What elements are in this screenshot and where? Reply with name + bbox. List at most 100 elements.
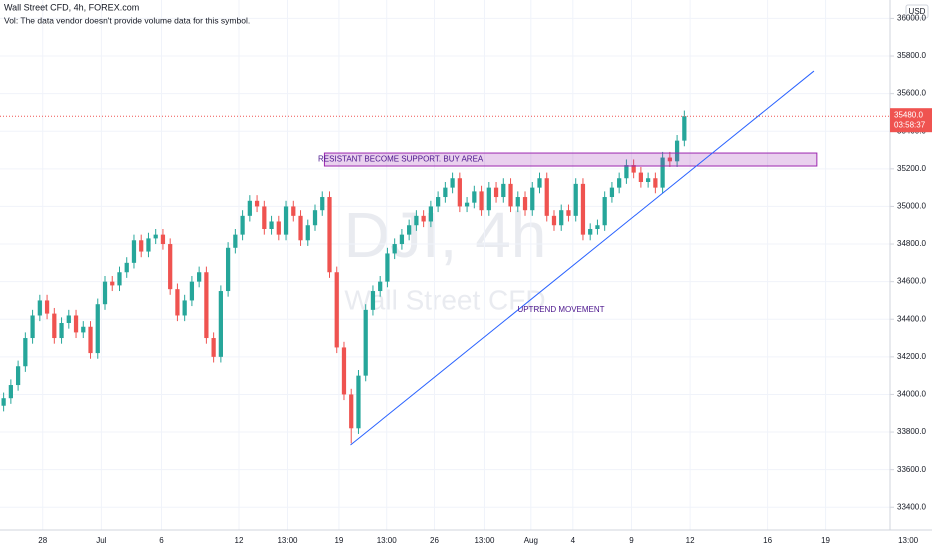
trend-line bbox=[350, 70, 815, 446]
x-tick-label: Aug bbox=[524, 536, 538, 545]
last-price-label: 35480.0 bbox=[894, 110, 923, 119]
zone-label: RESISTANT BECOME SUPPORT. BUY AREA bbox=[318, 155, 484, 164]
y-tick-label: 33400.0 bbox=[897, 502, 926, 511]
candle-body bbox=[1, 398, 6, 406]
candle-body bbox=[435, 197, 441, 207]
candle-body bbox=[233, 234, 238, 248]
y-tick-label: 34800.0 bbox=[897, 239, 926, 248]
candle-body bbox=[588, 228, 593, 235]
candle-body bbox=[204, 272, 209, 339]
last-price-badge bbox=[890, 108, 932, 133]
candle-body bbox=[146, 238, 151, 252]
candle-body bbox=[131, 240, 137, 263]
x-tick-label: 26 bbox=[430, 536, 439, 545]
candle-body bbox=[37, 300, 42, 316]
x-tick-label: 16 bbox=[763, 536, 772, 545]
trend-label: UPTREND MOVEMENT bbox=[517, 305, 604, 314]
candle-body bbox=[341, 347, 347, 395]
candle-body bbox=[363, 309, 368, 376]
candle-body bbox=[566, 210, 571, 216]
candle-body bbox=[551, 215, 557, 226]
candle-body bbox=[283, 206, 289, 235]
candle-body bbox=[66, 315, 71, 324]
candle-body bbox=[334, 272, 339, 348]
candle-body bbox=[450, 178, 455, 188]
candle-body bbox=[175, 289, 180, 316]
watermark-name: Wall Street CFD bbox=[344, 284, 545, 315]
candle-body bbox=[407, 225, 412, 235]
x-tick-label: 19 bbox=[334, 536, 343, 545]
candle-body bbox=[653, 178, 658, 188]
candle-body bbox=[23, 338, 28, 367]
candle-body bbox=[197, 272, 202, 282]
candle-body bbox=[327, 197, 332, 273]
candle-body bbox=[356, 375, 361, 429]
candle-body bbox=[291, 206, 296, 216]
candle-body bbox=[472, 191, 477, 203]
candle-body bbox=[240, 215, 245, 235]
candle-body bbox=[486, 187, 491, 211]
candle-body bbox=[385, 253, 390, 282]
candle-body bbox=[609, 187, 615, 198]
x-tick-label: 6 bbox=[159, 536, 164, 545]
x-tick-label: 13:00 bbox=[474, 536, 495, 545]
candle-body bbox=[320, 197, 325, 211]
candle-body bbox=[464, 202, 470, 207]
x-tick-label: 9 bbox=[629, 536, 634, 545]
candle-body bbox=[312, 210, 318, 226]
candle-body bbox=[544, 178, 549, 216]
candle-body bbox=[349, 394, 354, 429]
candle-body bbox=[8, 385, 13, 399]
y-tick-label: 35600.0 bbox=[897, 89, 926, 98]
candle-body bbox=[218, 291, 223, 357]
candle-body bbox=[617, 178, 622, 188]
currency[interactable]: USD bbox=[909, 7, 926, 16]
candle-body bbox=[638, 172, 644, 182]
candle-body bbox=[139, 240, 144, 252]
x-tick-label: 4 bbox=[571, 536, 576, 545]
candle-body bbox=[580, 183, 586, 235]
x-tick-label: 12 bbox=[686, 536, 695, 545]
candle-body bbox=[88, 326, 93, 354]
candle-body bbox=[537, 178, 542, 188]
candle-body bbox=[624, 165, 629, 179]
candle-body bbox=[559, 210, 564, 226]
candle-body bbox=[124, 262, 129, 273]
candle-body bbox=[414, 215, 419, 226]
candle-body bbox=[52, 313, 57, 339]
candle-body bbox=[370, 291, 376, 310]
currency-box[interactable] bbox=[905, 4, 929, 19]
y-tick-label: 35200.0 bbox=[897, 164, 926, 173]
chart-title: Wall Street CFD, 4h, FOREX.com bbox=[4, 2, 139, 12]
watermark-symbol: DJI, 4h bbox=[344, 199, 547, 271]
candle-body bbox=[573, 183, 578, 216]
candle-body bbox=[457, 178, 462, 207]
candle-body bbox=[631, 165, 636, 173]
candle-body bbox=[110, 281, 115, 286]
chart-subtitle: Vol: The data vendor doesn't provide vol… bbox=[4, 15, 250, 25]
candle-body bbox=[182, 300, 187, 316]
x-tick-label: 19 bbox=[821, 536, 830, 545]
candle-body bbox=[73, 315, 79, 333]
candle-body bbox=[479, 191, 484, 211]
candle-body bbox=[305, 225, 310, 241]
candle-body bbox=[30, 315, 35, 339]
candle-body bbox=[674, 140, 680, 162]
candle-body bbox=[81, 326, 86, 333]
candle-body bbox=[160, 234, 166, 245]
support-zone bbox=[323, 152, 818, 167]
y-tick-label: 33600.0 bbox=[897, 465, 926, 474]
candle-body bbox=[602, 197, 607, 226]
x-tick-label: 13:00 bbox=[277, 536, 298, 545]
candle-body bbox=[378, 281, 383, 292]
candle-body bbox=[298, 215, 303, 241]
candle-body bbox=[515, 197, 520, 207]
candle-body bbox=[522, 197, 528, 211]
candle-body bbox=[443, 187, 448, 198]
x-tick-label: 12 bbox=[235, 536, 244, 545]
y-tick-label: 34600.0 bbox=[897, 277, 926, 286]
candle-body bbox=[211, 338, 216, 357]
candle-body bbox=[667, 157, 672, 162]
candle-body bbox=[102, 281, 108, 305]
